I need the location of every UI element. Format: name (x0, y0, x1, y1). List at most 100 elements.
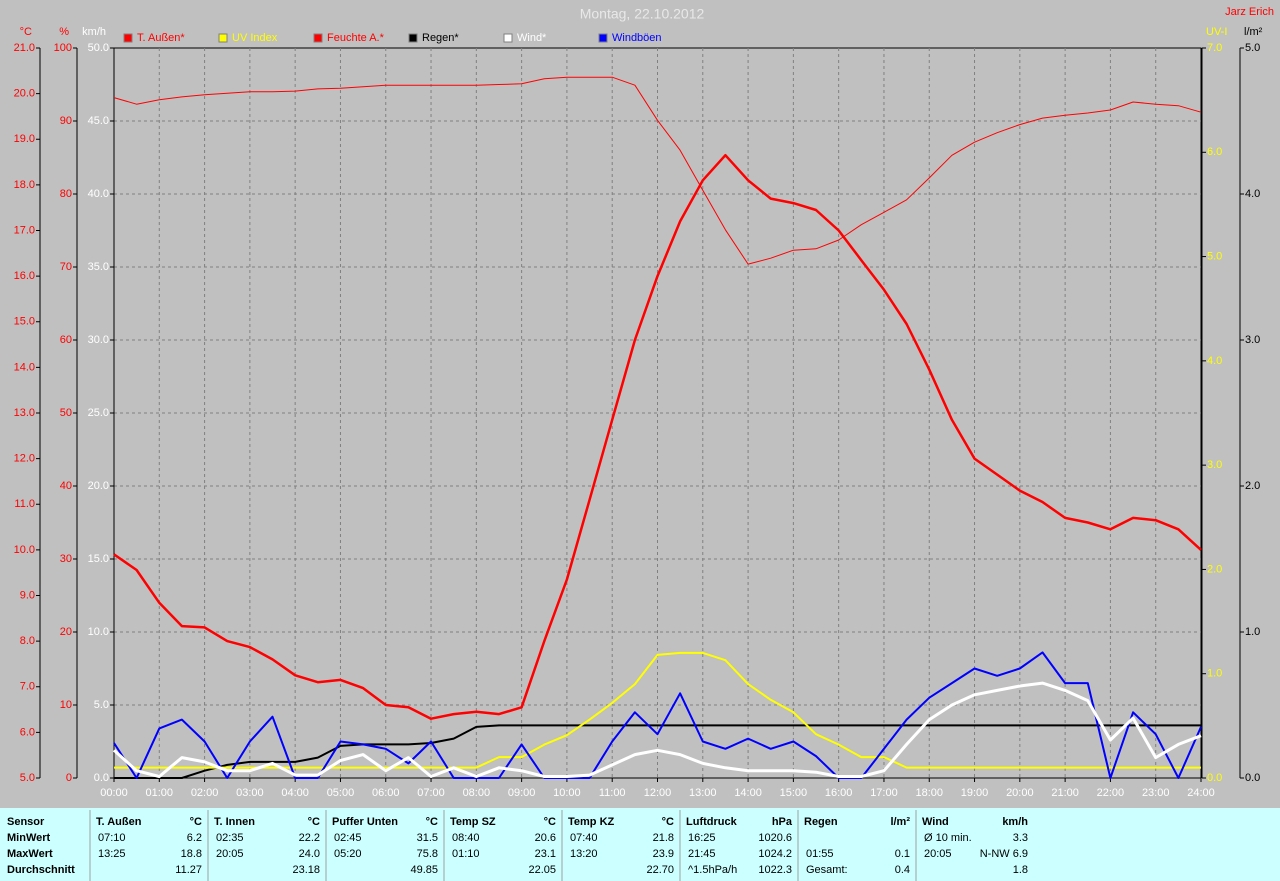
cell-value: 31.5 (417, 832, 438, 844)
series-line (114, 724, 1201, 779)
group-header: Regen (804, 816, 838, 828)
y-tick-label: 10.0 (88, 626, 109, 638)
legend: T. Außen* UV Index Feuchte A.* Regen* Wind* W… (123, 32, 662, 44)
y-axis-title: UV-I (1206, 26, 1227, 38)
y-tick-label: 3.0 (1207, 459, 1222, 471)
cell-value: 1022.3 (758, 864, 792, 876)
y-tick-label: 2.0 (1245, 480, 1260, 492)
x-tick-label: 08:00 (463, 787, 491, 799)
x-tick-label: 11:00 (599, 787, 626, 799)
cell-value: 22.2 (299, 832, 320, 844)
group-header: Wind (922, 816, 949, 828)
series-line (113, 651, 1202, 779)
x-tick-label: 03:00 (236, 787, 264, 799)
legend-swatch (218, 33, 228, 43)
group-unit: °C (190, 816, 202, 828)
y-tick-label: 30 (60, 553, 72, 565)
cell-value: 23.18 (292, 864, 320, 876)
y-tick-label: 0.0 (1245, 772, 1260, 784)
series-line (113, 153, 1202, 720)
cell-value: 24.0 (299, 848, 320, 860)
series-line (112, 681, 1202, 778)
x-tick-label: 00:00 (100, 787, 128, 799)
x-tick-label: 14:00 (734, 787, 762, 799)
y-tick-label: 6.0 (20, 726, 35, 738)
cell-time: 20:05 (216, 848, 244, 860)
y-tick-label: 5.0 (1207, 250, 1222, 262)
cell-value: 23.9 (653, 848, 674, 860)
y-tick-label: 4.0 (1207, 355, 1222, 367)
author: Jarz Erich (1225, 6, 1274, 18)
cell-time: Ø 10 min. (924, 832, 972, 844)
x-tick-label: 13:00 (689, 787, 717, 799)
y-tick-label: 30.0 (88, 334, 109, 346)
legend-label: Feuchte A.* (327, 32, 385, 44)
cell-value: 21.8 (653, 832, 674, 844)
y-tick-label: 0.0 (1207, 772, 1222, 784)
x-tick-label: 19:00 (961, 787, 989, 799)
y-tick-label: 0.0 (94, 772, 109, 784)
y-tick-label: 11.0 (14, 498, 35, 510)
y-tick-label: 12.0 (14, 453, 35, 465)
y-tick-label: 15.0 (14, 316, 35, 328)
series-line (113, 76, 1202, 265)
y-tick-label: 100 (54, 42, 72, 54)
y-tick-label: 5.0 (20, 772, 35, 784)
y-tick-label: 5.0 (1245, 42, 1260, 54)
y-tick-label: 9.0 (20, 589, 35, 601)
y-tick-label: 50.0 (88, 42, 109, 54)
cell-time: 05:20 (334, 848, 362, 860)
x-tick-label: 02:00 (191, 787, 219, 799)
cell-value: 1020.6 (758, 832, 792, 844)
group-header: Luftdruck (686, 816, 738, 828)
cell-value: 75.8 (417, 848, 438, 860)
legend-label: Wind* (517, 32, 547, 44)
y-tick-label: 7.0 (1207, 42, 1222, 54)
x-tick-label: 20:00 (1006, 787, 1034, 799)
y-tick-label: 4.0 (1245, 188, 1260, 200)
y-tick-label: 60 (60, 334, 72, 346)
y-tick-label: 3.0 (1245, 334, 1260, 346)
cell-value: N-NW 6.9 (980, 848, 1028, 860)
y-tick-label: 70 (60, 261, 72, 273)
y-tick-label: 6.0 (1207, 146, 1222, 158)
group-unit: °C (426, 816, 438, 828)
group-header: Temp KZ (568, 816, 615, 828)
x-tick-label: 09:00 (508, 787, 536, 799)
x-tick-label: 24:00 (1187, 787, 1215, 799)
y-tick-label: 21.0 (14, 42, 35, 54)
y-tick-label: 45.0 (88, 115, 109, 127)
x-tick-label: 05:00 (327, 787, 355, 799)
y-axis-title: °C (20, 26, 32, 38)
x-tick-label: 23:00 (1142, 787, 1170, 799)
legend-label: Regen* (422, 32, 459, 44)
y-tick-label: 14.0 (14, 361, 35, 373)
x-tick-label: 16:00 (825, 787, 853, 799)
cell-time: 20:05 (924, 848, 952, 860)
cell-value: 23.1 (535, 848, 556, 860)
cell-value: 22.05 (528, 864, 556, 876)
cell-time: 01:10 (452, 848, 480, 860)
y-tick-label: 13.0 (14, 407, 35, 419)
x-tick-label: 12:00 (644, 787, 672, 799)
grid (114, 48, 1201, 778)
y-tick-label: 90 (60, 115, 72, 127)
cell-value: 11.27 (175, 864, 202, 876)
group-header: Temp SZ (450, 816, 496, 828)
chart-title: Montag, 22.10.2012 (580, 6, 705, 22)
cell-time: ^1.5hPa/h (688, 864, 737, 876)
group-header: T. Außen (96, 816, 142, 828)
y-tick-label: 0 (66, 772, 72, 784)
cell-time: 16:25 (688, 832, 716, 844)
cell-value: 20.6 (535, 832, 556, 844)
group-header: T. Innen (214, 816, 255, 828)
table-background (0, 808, 1280, 881)
cell-value: 3.3 (1013, 832, 1028, 844)
y-tick-label: 50 (60, 407, 72, 419)
group-unit: °C (544, 816, 556, 828)
lines (112, 76, 1202, 779)
cell-time: 01:55 (806, 848, 834, 860)
y-tick-label: 10.0 (14, 544, 35, 556)
